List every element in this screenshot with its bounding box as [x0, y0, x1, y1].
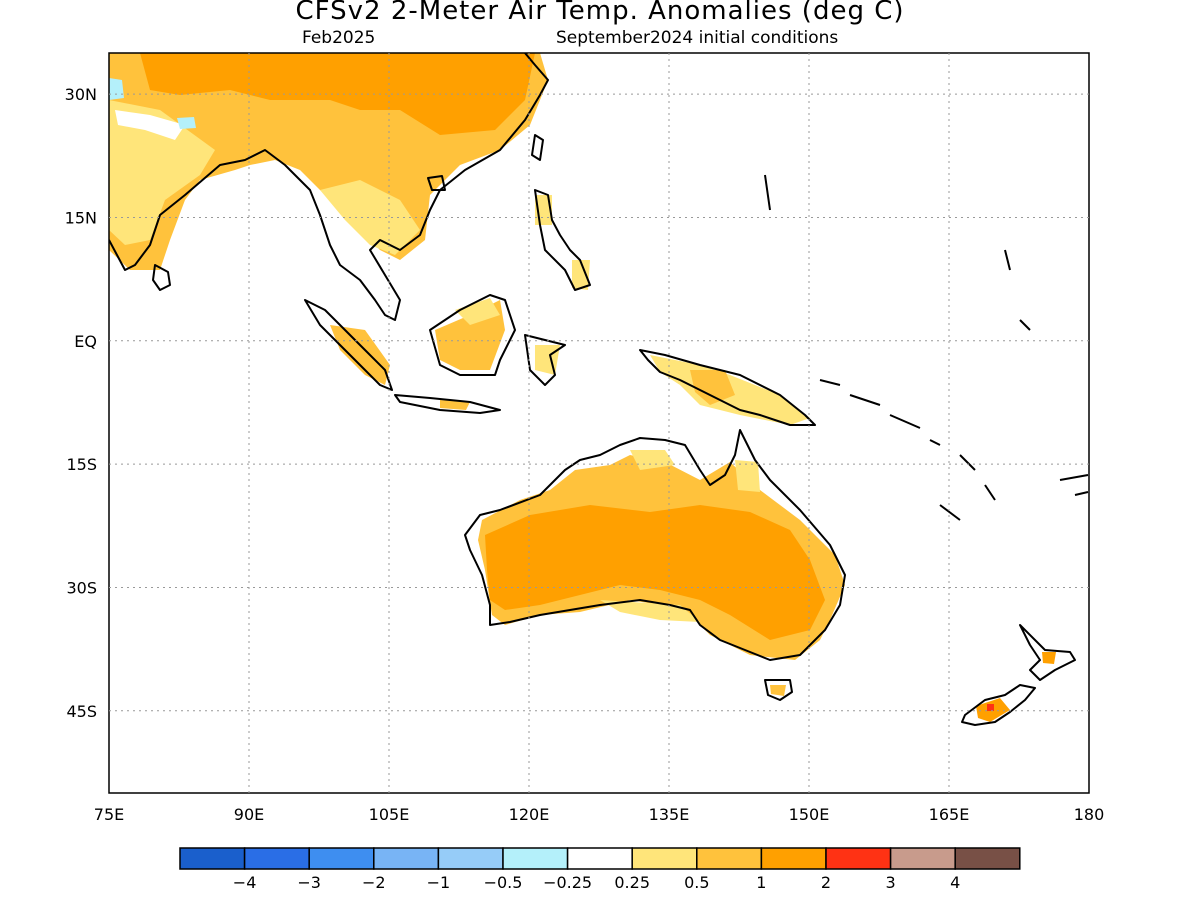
coastlines [109, 53, 1089, 726]
latitude-tick-label: EQ [74, 332, 97, 351]
latitude-tick-label: 15S [66, 455, 97, 474]
colorbar-label: −1 [427, 873, 451, 892]
colorbar-swatch [373, 847, 440, 870]
borneo-coastline [429, 294, 516, 376]
new-guinea-strong-anomaly [690, 370, 735, 405]
longitude-tick-label: 180 [1074, 805, 1105, 824]
himalaya-cool-anomaly-east [177, 117, 196, 129]
colorbar-swatch [437, 847, 504, 870]
longitude-tick-label: 120E [509, 805, 550, 824]
java-anomaly [440, 400, 470, 410]
latitude-tick-label: 30S [66, 578, 97, 597]
colorbar-label: 0.25 [614, 873, 650, 892]
india-neutral-area [115, 110, 185, 140]
colorbar-label: 1 [756, 873, 766, 892]
longitude-tick-label: 150E [789, 805, 830, 824]
colorbar-label: 2 [821, 873, 831, 892]
latitude-tick-label: 45S [66, 702, 97, 721]
latitude-tick-label: 30N [65, 85, 97, 104]
colorbar-swatch [760, 847, 827, 870]
colorbar-label: 0.5 [684, 873, 709, 892]
graticule [109, 53, 1089, 793]
new-guinea-coastline [639, 349, 816, 426]
colorbar-swatch [696, 847, 763, 870]
sumatra-anomaly [330, 325, 390, 385]
colorbar-swatch [502, 847, 569, 870]
asia-coastline [109, 53, 549, 321]
colorbar-label: −3 [297, 873, 321, 892]
longitude-tick-label: 75E [94, 805, 124, 824]
colorbar-label: 3 [886, 873, 896, 892]
colorbar-swatch [825, 847, 892, 870]
longitude-tick-label: 135E [649, 805, 690, 824]
initial-conditions-label: September2024 initial conditions [556, 28, 839, 48]
latitude-tick-label: 15N [65, 208, 97, 227]
longitude-tick-label: 90E [234, 805, 264, 824]
map-title: CFSv2 2-Meter Air Temp. Anomalies (deg C… [295, 0, 905, 26]
mindanao-anomaly [572, 260, 590, 290]
colorbar-swatch [954, 847, 1021, 870]
hainan-coastline [427, 175, 446, 191]
longitude-tick-label: 105E [369, 805, 410, 824]
colorbar-swatch [889, 847, 956, 870]
nz-north-coastline [1019, 624, 1076, 681]
nz-south-hot-anomaly [987, 704, 994, 711]
sri-lanka-coastline [152, 264, 171, 291]
map-frame [108, 52, 1090, 794]
tasmania-anomaly [770, 685, 786, 696]
australia-coastline [464, 429, 846, 661]
axis-labels: 75E 90E 105E 120E 135E 150E 165E 180 30N 15N EQ 15S… [65, 85, 1105, 824]
colorbar-label: −2 [362, 873, 386, 892]
cape-york-mild-anomaly [735, 460, 760, 492]
colorbar-swatch [631, 847, 698, 870]
nz-north-anomaly [1042, 652, 1056, 664]
colorbar-label: −0.5 [484, 873, 523, 892]
indochina-mild-anomaly [320, 180, 420, 255]
colorbar-swatch [179, 847, 246, 870]
java-coastline [394, 394, 501, 414]
nz-south-coastline [961, 684, 1036, 726]
colorbar-swatch [566, 847, 633, 870]
australia-strong-anomaly [485, 505, 825, 640]
pacific-islands-coastline [764, 174, 1089, 521]
anomaly-fields [109, 53, 1056, 722]
borneo-mild-anomaly [455, 298, 500, 325]
sulawesi-anomaly [535, 345, 560, 375]
himalaya-cool-anomaly [109, 78, 124, 100]
colorbar-swatch [243, 847, 310, 870]
india-mild-anomaly [109, 100, 215, 245]
colorbar-label: 4 [950, 873, 960, 892]
forecast-month: Feb2025 [302, 28, 376, 48]
tasmania-coastline [764, 679, 793, 701]
colorbar: −4 −3 −2 −1 −0.5 −0.25 0.25 0.5 1 2 3 4 [179, 847, 1021, 892]
sumatra-coastline [304, 299, 393, 391]
colorbar-label: −0.25 [543, 873, 592, 892]
colorbar-label: −4 [233, 873, 257, 892]
longitude-tick-label: 165E [929, 805, 970, 824]
colorbar-swatch [308, 847, 375, 870]
taiwan-coastline [531, 134, 544, 161]
north-australia-mild-anomaly [630, 450, 675, 470]
philippines-coastline [534, 189, 591, 291]
